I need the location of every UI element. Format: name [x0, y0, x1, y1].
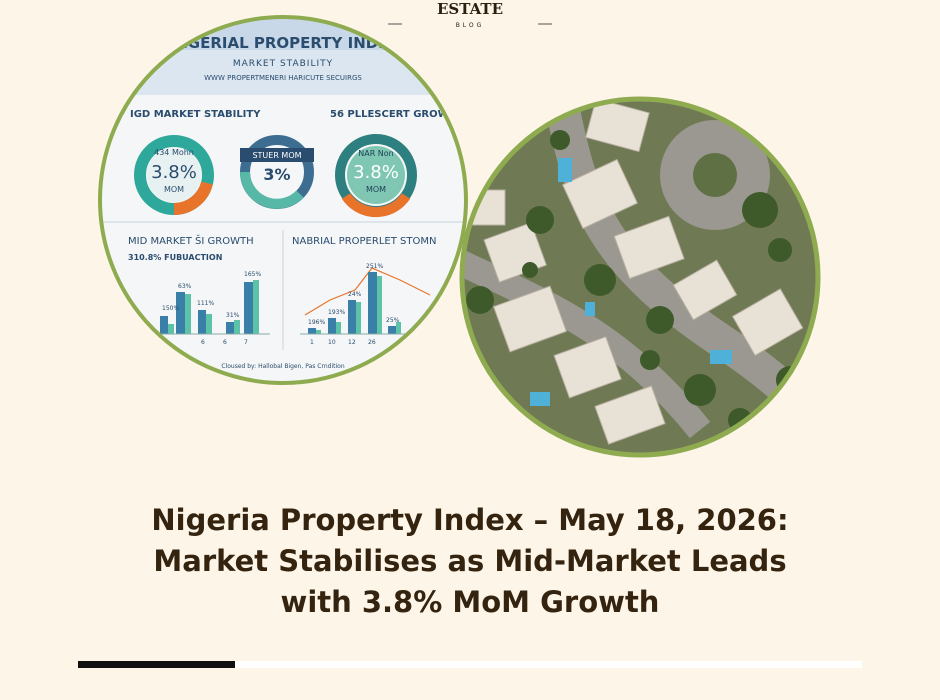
chart-axis-label: 10	[328, 339, 336, 346]
gauge-label: NAR Non	[358, 149, 394, 158]
chart-title: NABRIAL PROPERLET STOMN	[292, 236, 436, 247]
chart-label: 150%	[162, 305, 179, 312]
chart-label: 24%	[348, 291, 362, 298]
chart-axis-label: 7	[244, 339, 248, 346]
progress-track	[235, 661, 862, 668]
gauge-unit: MOM	[366, 185, 386, 194]
chart-label: 165%	[244, 271, 261, 278]
chart-subtitle: 310.8% FUBUACTION	[128, 253, 222, 262]
chart-label: 25%	[386, 317, 400, 324]
chart-label: 63%	[178, 283, 192, 290]
chart-axis-label: 26	[368, 339, 376, 346]
gauge-label: 434 Mohn	[154, 148, 194, 157]
progress-fill	[78, 661, 235, 668]
chart-axis-label: 12	[348, 339, 356, 346]
chart-label: 196%	[308, 319, 325, 326]
chart-axis-label: 6	[223, 339, 227, 346]
infographic-heading: IGD MARKET STABILITY	[130, 109, 261, 120]
infographic-footer: Cloused by: Hallobal Bigen, Pas Crnditio…	[221, 363, 344, 370]
gauge-label: STUER MOM	[252, 151, 301, 160]
chart-title: MID MARKET ŠI GROWTH	[128, 234, 254, 247]
infographic-subtitle: MARKET STABILITY	[233, 59, 333, 69]
chart-label: 251%	[366, 263, 383, 270]
chart-axis-label: 1	[310, 339, 314, 346]
chart-label: 193%	[328, 309, 345, 316]
article-title: with 3.8% MoM Growth	[281, 585, 660, 619]
circle-frame	[459, 96, 821, 458]
article-title: Nigeria Property Index – May 18, 2026:	[151, 503, 788, 537]
logo: ESTATE BLOG	[388, 0, 552, 29]
infographic-heading: 56 PLLESCERT GROWT	[330, 109, 456, 120]
gauge-value: 3.8%	[151, 162, 197, 183]
gauge-value: 3%	[263, 165, 290, 184]
chart-axis-label: 6	[201, 339, 205, 346]
chart-label: 111%	[197, 300, 214, 307]
circle-frame	[98, 15, 468, 385]
article-title: Market Stabilises as Mid-Market Leads	[153, 544, 786, 578]
chart-label: 31%	[226, 312, 240, 319]
infographic-title: IGERIAL PROPERTY INDI	[182, 34, 384, 52]
logo-tagline: BLOG	[456, 22, 485, 29]
gauge-unit: MOM	[164, 185, 184, 194]
infographic-source: WWW PROPERTMENERI HARICUTE SECUIRGS	[204, 74, 362, 82]
gauge-value: 3.8%	[353, 162, 399, 183]
logo-text: ESTATE	[437, 0, 503, 18]
